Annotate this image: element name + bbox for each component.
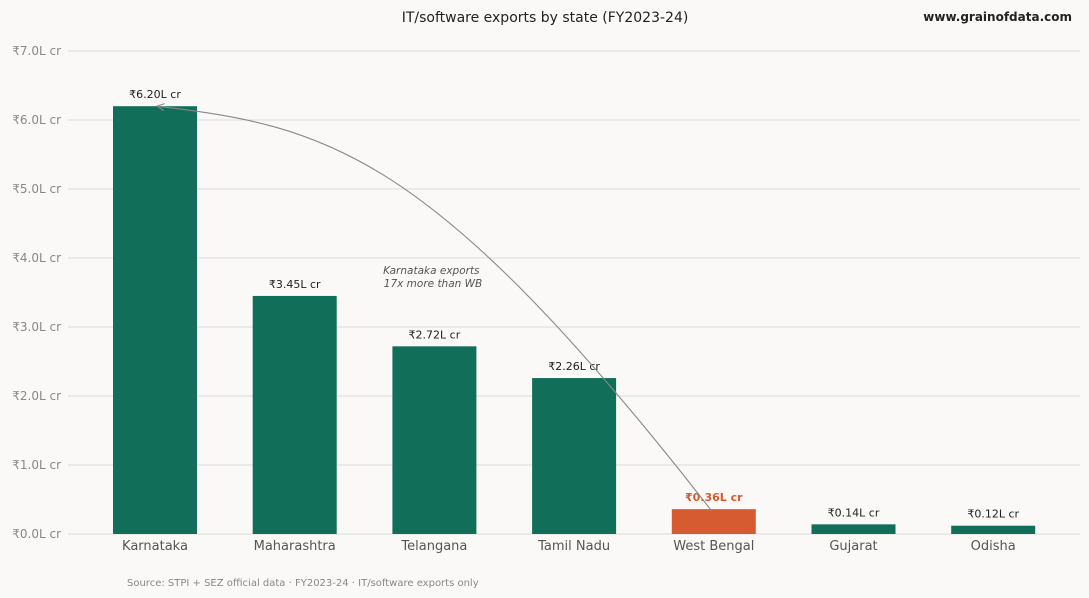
y-tick-label: ₹7.0L cr <box>12 44 61 58</box>
source-note: Source: STPI + SEZ official data · FY202… <box>127 578 479 589</box>
data-label: ₹0.36L cr <box>685 491 743 504</box>
annotation-line-1: Karnataka exports <box>383 265 480 277</box>
bar-maharashtra <box>252 295 337 534</box>
annotation-line-2: 17x more than WB <box>384 278 482 290</box>
annotation-background <box>375 262 491 291</box>
bar-telangana <box>392 346 477 534</box>
x-tick-label: West Bengal <box>673 539 754 554</box>
chart-title: IT/software exports by state (FY2023-24) <box>402 10 689 26</box>
brand-link[interactable]: www.grainofdata.com <box>923 10 1072 24</box>
x-tick-label: Odisha <box>971 539 1016 554</box>
annotation: Karnataka exports 17x more than WB <box>155 103 713 512</box>
data-label: ₹2.72L cr <box>409 328 461 341</box>
annotation-arrow <box>156 105 713 512</box>
data-label: ₹6.20L cr <box>129 88 181 101</box>
data-label: ₹2.26L cr <box>548 360 600 373</box>
x-tick-label: Tamil Nadu <box>537 539 610 554</box>
x-axis: Karnataka Maharashtra Telangana Tamil Nadu W… <box>122 539 1016 554</box>
y-tick-label: ₹3.0L cr <box>12 320 61 334</box>
y-tick-label: ₹4.0L cr <box>12 251 61 265</box>
bar-tamil-nadu <box>532 378 617 534</box>
y-tick-label: ₹0.0L cr <box>12 527 61 541</box>
bar-west-bengal <box>671 509 756 534</box>
x-tick-label: Telangana <box>400 539 467 554</box>
data-label: ₹0.12L cr <box>967 508 1019 521</box>
y-tick-label: ₹5.0L cr <box>12 182 61 196</box>
x-tick-label: Karnataka <box>122 539 188 554</box>
bar-gujarat <box>811 524 896 534</box>
data-labels: ₹6.20L cr ₹3.45L cr ₹2.72L cr ₹2.26L cr ₹0.3… <box>129 88 1019 521</box>
annotation-arrowhead <box>155 103 165 111</box>
bar-odisha <box>951 525 1036 534</box>
y-tick-label: ₹6.0L cr <box>12 113 61 127</box>
y-tick-label: ₹1.0L cr <box>12 458 61 472</box>
bars <box>113 106 1036 534</box>
annotation-text: Karnataka exports 17x more than WB <box>383 265 483 290</box>
y-tick-label: ₹2.0L cr <box>12 389 61 403</box>
data-label: ₹3.45L cr <box>269 278 321 291</box>
x-tick-label: Gujarat <box>829 539 877 554</box>
y-axis: ₹0.0L cr ₹1.0L cr ₹2.0L cr ₹3.0L cr ₹4.0L cr… <box>12 44 61 541</box>
bar-karnataka <box>113 106 197 534</box>
data-label: ₹0.14L cr <box>828 506 880 519</box>
x-tick-label: Maharashtra <box>254 539 336 554</box>
